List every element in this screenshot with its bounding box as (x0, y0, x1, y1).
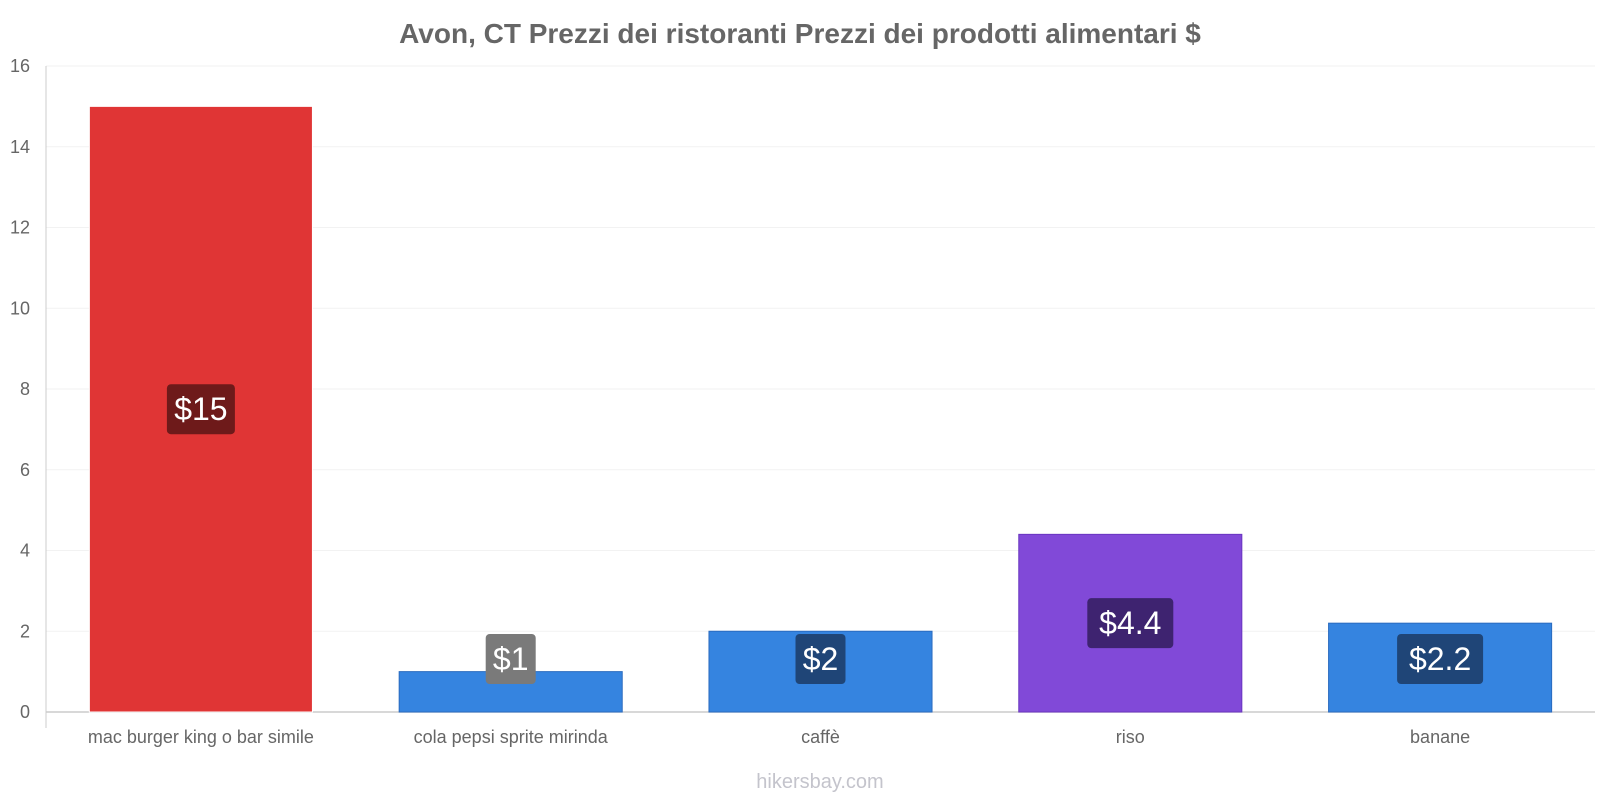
chart-title: Avon, CT Prezzi dei ristoranti Prezzi de… (399, 18, 1201, 49)
category-label-4: banane (1410, 727, 1470, 747)
y-tick-label-12: 12 (10, 218, 30, 238)
value-label-0: $15 (174, 391, 227, 427)
value-label-3: $4.4 (1099, 605, 1161, 641)
source-watermark: hikersbay.com (756, 771, 883, 793)
bars (88, 105, 1553, 713)
y-tick-label-2: 2 (20, 621, 30, 641)
y-tick-label-4: 4 (20, 541, 30, 561)
value-label-box-1 (485, 634, 536, 684)
value-label-box-4 (1397, 634, 1484, 684)
category-labels: mac burger king o bar simile cola pepsi s… (88, 727, 1470, 747)
y-tick-label-6: 6 (20, 460, 30, 480)
value-label-box-3 (1087, 598, 1174, 649)
y-tick-label-8: 8 (20, 379, 30, 399)
y-tick-label-14: 14 (10, 137, 30, 157)
value-labels: $15 $1 $2 $4.4 $2.2 (166, 384, 1484, 684)
value-label-box-0 (166, 384, 235, 435)
category-label-3: riso (1116, 727, 1145, 747)
category-label-0: mac burger king o bar simile (88, 727, 314, 747)
value-label-2: $2 (803, 641, 839, 677)
y-tick-label-0: 0 (20, 702, 30, 722)
category-label-1: cola pepsi sprite mirinda (414, 727, 609, 747)
y-tick-label-16: 16 (10, 56, 30, 76)
y-tick-label-10: 10 (10, 298, 30, 318)
value-label-4: $2.2 (1409, 641, 1471, 677)
value-label-1: $1 (493, 641, 529, 677)
value-label-box-2 (795, 634, 846, 684)
category-label-2: caffè (801, 727, 840, 747)
